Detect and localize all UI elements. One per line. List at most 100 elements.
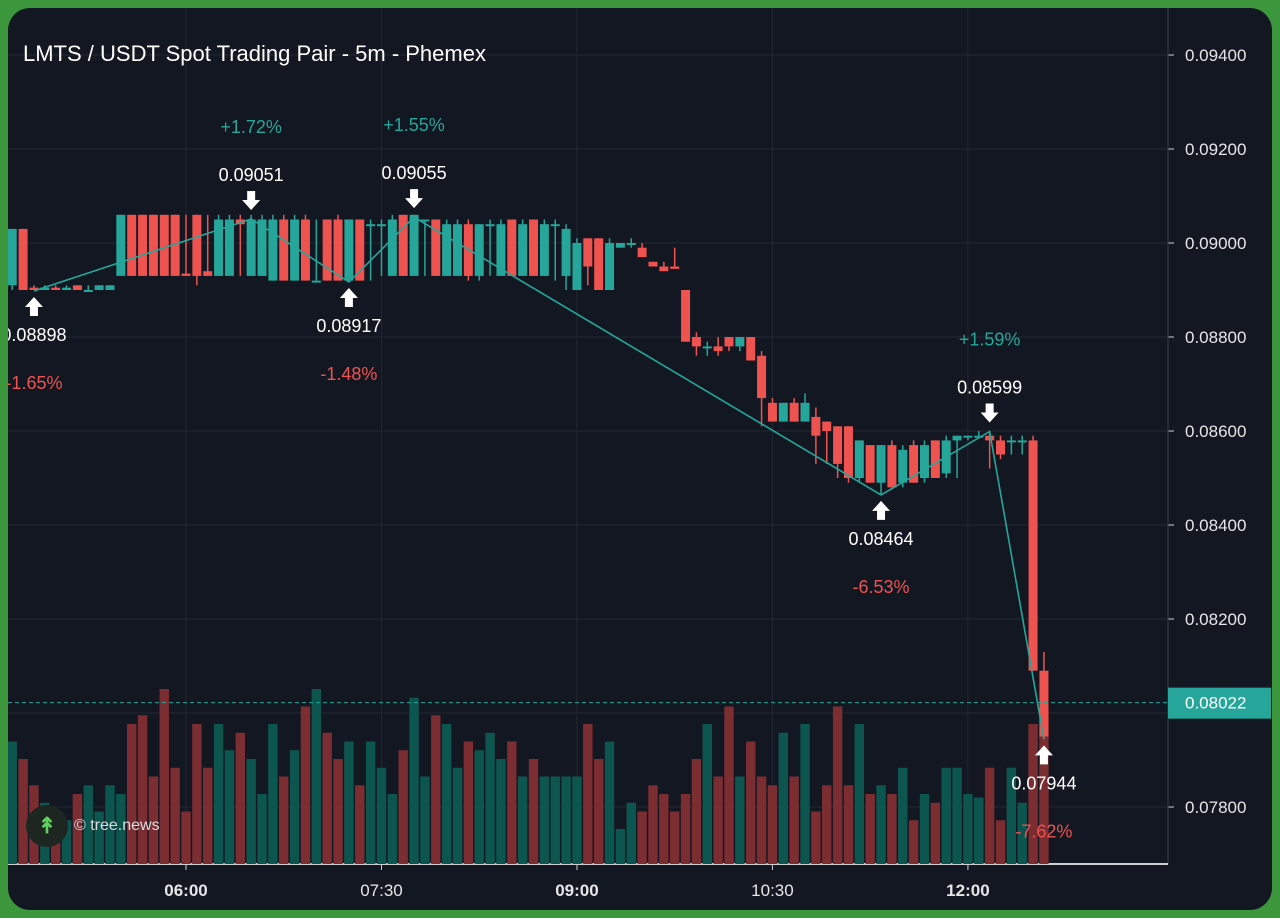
candle <box>919 440 929 483</box>
volume-bar <box>441 724 452 864</box>
volume-bar <box>18 759 28 864</box>
volume-bar <box>789 776 799 864</box>
volume-bar <box>431 715 441 864</box>
volume-bar <box>213 724 224 864</box>
candle <box>963 435 973 441</box>
candle-body <box>51 287 61 290</box>
candle <box>485 219 495 276</box>
swing-change-label: +1.55% <box>383 115 445 135</box>
candle-body <box>83 290 93 292</box>
candle <box>713 337 723 356</box>
swing-annotation: 0.08464 -6.53% <box>849 500 914 597</box>
swing-annotation: 0.08917 -1.48% <box>316 288 381 384</box>
candle-body <box>138 214 148 276</box>
candle <box>170 214 180 276</box>
volume-bar <box>137 715 148 864</box>
candle-body <box>420 219 430 222</box>
volume-bar <box>843 785 854 864</box>
candle-body <box>116 214 126 276</box>
candle-body <box>659 266 669 272</box>
swing-change-label: +1.72% <box>220 117 282 137</box>
candle <box>757 351 767 427</box>
candle-body <box>268 219 278 281</box>
candle-body <box>702 346 712 349</box>
candle <box>453 219 462 276</box>
volume-bar <box>355 785 365 864</box>
candle <box>637 243 647 258</box>
volume-bar <box>365 741 376 864</box>
candle <box>659 261 669 272</box>
y-axis-tick-label: 0.07800 <box>1185 798 1246 817</box>
swing-change-label: -6.53% <box>853 577 910 597</box>
volume-bar <box>148 776 159 864</box>
candle-body <box>919 445 929 478</box>
volume-bar <box>311 689 322 864</box>
volume-bar <box>583 724 593 864</box>
candle-body <box>442 224 452 276</box>
candle <box>583 238 593 286</box>
swing-price-label: 0.08917 <box>316 316 381 336</box>
candle-body <box>811 416 821 436</box>
candle-body <box>637 247 647 258</box>
arrow-down-icon <box>242 191 261 211</box>
candle-body <box>996 440 1005 455</box>
candle-body <box>409 214 419 276</box>
current-price-tag <box>1168 687 1271 719</box>
candle <box>279 214 289 281</box>
candlestick-chart[interactable]: 0.09400 0.09200 0.09000 0.08800 0.08600 0.084… <box>8 8 1272 910</box>
volume-bar <box>941 767 951 864</box>
volume-bar <box>507 741 517 864</box>
candle-body <box>626 243 636 245</box>
volume-bar <box>963 794 973 864</box>
y-axis-tick-label: 0.09000 <box>1185 234 1246 253</box>
candle-body <box>1039 670 1049 737</box>
candle <box>1028 435 1038 671</box>
volume-bar <box>670 811 680 864</box>
current-price-label: 0.08022 <box>1185 694 1246 713</box>
tree-news-logo-icon: ↟ <box>26 805 68 847</box>
candle-body <box>496 224 506 276</box>
candle <box>344 219 354 281</box>
candle-body <box>529 219 539 276</box>
volume-bar <box>756 776 767 864</box>
candle-body <box>985 435 995 441</box>
arrow-down-icon <box>980 403 999 423</box>
candle <box>257 214 267 276</box>
candle-body <box>572 243 582 290</box>
volume-bar <box>235 732 245 864</box>
candle <box>192 214 202 286</box>
candle <box>214 214 224 276</box>
chart-title: LMTS / USDT Spot Trading Pair - 5m - Phe… <box>23 41 486 66</box>
candle <box>930 440 940 478</box>
candle-body <box>615 243 625 248</box>
volume-bar <box>930 802 941 864</box>
zigzag-line <box>33 216 1045 740</box>
volume-bar <box>832 706 843 864</box>
candle-body <box>224 219 234 276</box>
volume-bar <box>159 689 169 864</box>
volume-bar <box>289 750 300 864</box>
candle-body <box>843 426 853 478</box>
volume-bar <box>1006 767 1017 864</box>
candle-body <box>105 285 115 290</box>
candle-body <box>746 337 756 361</box>
candle-body <box>789 402 799 422</box>
candle-body <box>431 219 441 276</box>
candle <box>116 214 126 276</box>
volume-bar <box>333 759 343 864</box>
candle-body <box>963 435 973 438</box>
candle-body <box>214 219 224 276</box>
candle <box>626 238 636 248</box>
candle <box>420 219 430 276</box>
volume-bar <box>1028 724 1038 864</box>
candle-body <box>507 219 517 276</box>
swing-annotation: 0.08898 -1.65% <box>8 296 66 393</box>
candle-body <box>561 228 571 276</box>
volume-bar <box>61 820 72 864</box>
volume-bar <box>887 794 897 864</box>
candle-body <box>8 228 17 286</box>
watermark: ↟ © tree.news <box>26 805 160 847</box>
swing-annotation: 0.08599 +1.59% <box>957 329 1022 423</box>
candle <box>29 285 39 290</box>
candle-body <box>290 219 300 281</box>
